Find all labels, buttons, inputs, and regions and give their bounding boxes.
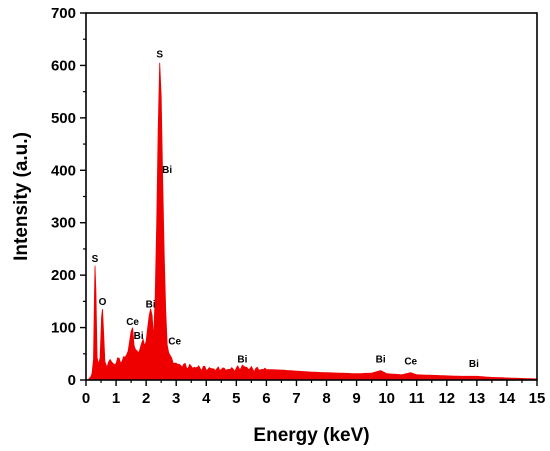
plot-frame [85, 12, 538, 381]
x-tick-label: 11 [409, 390, 425, 407]
y-tick-label: 100 [51, 320, 76, 337]
x-tick-label: 9 [352, 390, 360, 407]
peak-label: Ce [404, 356, 417, 367]
y-tick-label: 200 [51, 267, 76, 284]
y-tick-label: 700 [51, 5, 76, 22]
y-axis-title: Intensity (a.u.) [11, 132, 32, 261]
peak-label: Bi [469, 359, 479, 370]
peak-label: Ce [168, 336, 181, 347]
peak-label: Bi [134, 331, 144, 342]
peak-label: S [92, 254, 99, 265]
x-tick-label: 10 [378, 390, 395, 407]
x-tick-label: 0 [82, 390, 90, 407]
peak-label: O [99, 297, 107, 308]
y-tick-label: 300 [51, 215, 76, 232]
peak-label: Bi [146, 300, 156, 311]
series-area-0 [88, 62, 538, 381]
peak-labels: S O Ce Bi Bi S Bi Ce Bi Bi Ce Bi [92, 50, 479, 370]
peak-label: Bi [376, 355, 386, 366]
y-tick-label: 500 [51, 110, 76, 127]
x-tick-label: 12 [438, 390, 455, 407]
peak-label: Ce [126, 317, 139, 328]
x-tick-label: 2 [142, 390, 150, 407]
peak-label: S [156, 50, 163, 61]
axes: 0 1 2 3 4 5 6 7 8 9 10 11 12 13 14 15010020030040050060… [51, 5, 545, 407]
x-tick-label: 8 [322, 390, 330, 407]
y-tick-label: 600 [51, 57, 76, 74]
y-tick-label: 400 [51, 162, 76, 179]
x-tick-label: 5 [232, 390, 240, 407]
peak-label: Bi [237, 355, 247, 366]
x-tick-label: 3 [172, 390, 180, 407]
peak-label: Bi [162, 165, 172, 176]
x-tick-label: 7 [292, 390, 300, 407]
x-tick-label: 1 [112, 390, 120, 407]
x-tick-label: 15 [529, 390, 546, 407]
x-axis-title: Energy (keV) [253, 425, 369, 446]
x-tick-label: 6 [262, 390, 270, 407]
x-tick-label: 13 [469, 390, 486, 407]
y-tick-label: 0 [68, 372, 76, 389]
x-tick-label: 14 [499, 390, 516, 407]
x-tick-label: 4 [202, 390, 211, 407]
plot-area [88, 62, 538, 381]
